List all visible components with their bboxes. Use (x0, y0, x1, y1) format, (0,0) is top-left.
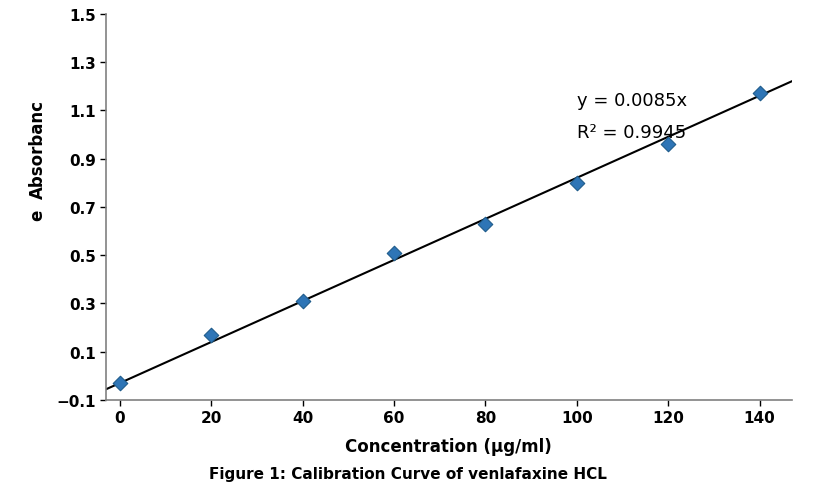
Point (753, 90, 766, 98)
Point (296, 298, 309, 305)
Text: R² = 0.9945: R² = 0.9945 (577, 123, 686, 142)
Text: Figure 1: Calibration Curve of venlafaxine HCL: Figure 1: Calibration Curve of venlafaxi… (209, 466, 607, 481)
Point (205, 331, 218, 339)
X-axis label: Concentration (μg/ml): Concentration (μg/ml) (345, 437, 552, 455)
Point (479, 221, 492, 228)
Point (570, 180, 583, 187)
Point (113, 379, 126, 387)
Text: e: e (29, 209, 47, 221)
Point (662, 141, 675, 149)
Point (388, 249, 401, 257)
Text: y = 0.0085x: y = 0.0085x (577, 92, 687, 110)
Text: Absorbanc: Absorbanc (29, 100, 47, 199)
